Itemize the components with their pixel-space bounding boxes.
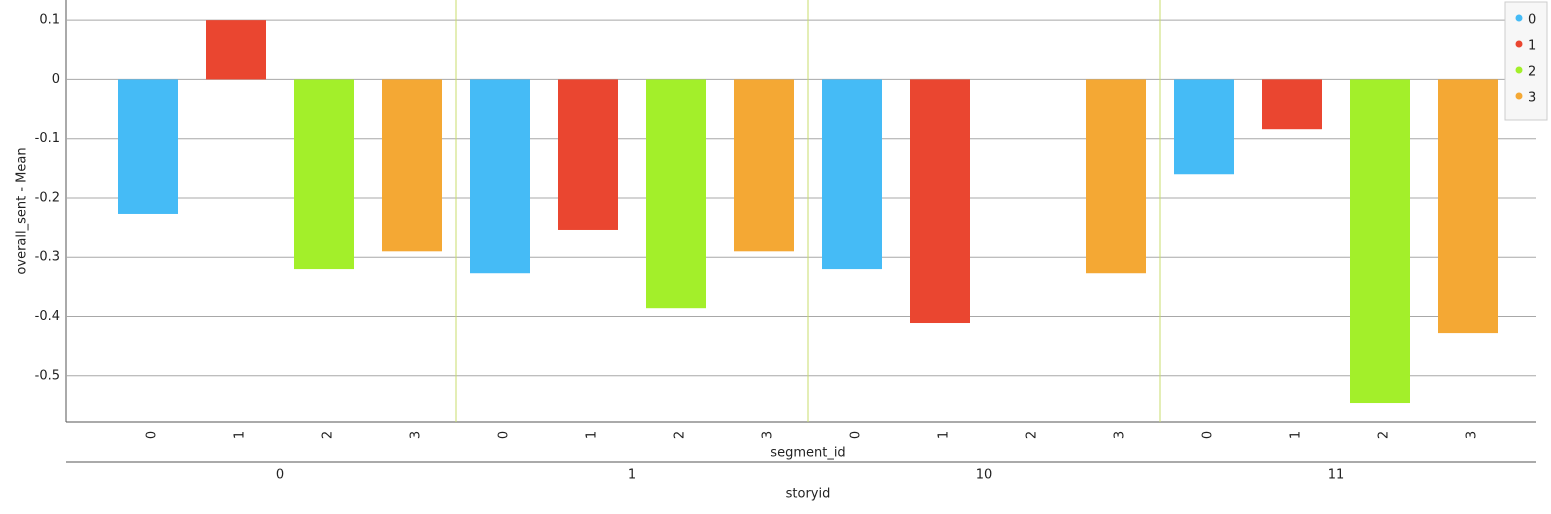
x-tick-label: 3 — [1465, 431, 1480, 439]
group-tick-label: 1 — [628, 468, 636, 483]
legend-label: 2 — [1528, 65, 1536, 80]
x-axis-label: segment_id — [770, 446, 845, 461]
bar — [382, 79, 442, 252]
bar — [1086, 79, 1146, 274]
y-tick-label: -0.1 — [35, 131, 60, 146]
legend-marker — [1515, 40, 1523, 48]
bar — [1438, 79, 1498, 334]
bar — [822, 79, 882, 270]
x-tick-label: 0 — [497, 431, 512, 439]
group-axis-label: storyid — [786, 487, 831, 502]
legend-box — [1504, 1, 1548, 121]
y-tick-label: 0.1 — [39, 13, 60, 28]
legend-marker — [1515, 14, 1523, 22]
x-tick-label: 0 — [1201, 431, 1216, 439]
legend-label: 3 — [1528, 91, 1536, 106]
bar — [734, 79, 794, 252]
x-tick-label: 2 — [673, 431, 688, 439]
legend-marker — [1515, 92, 1523, 100]
y-tick-label: 0 — [52, 72, 60, 87]
x-tick-label: 2 — [321, 431, 336, 439]
legend-marker — [1515, 66, 1523, 74]
x-tick-label: 0 — [145, 431, 160, 439]
x-tick-label: 2 — [1025, 431, 1040, 439]
bar — [470, 79, 530, 274]
legend-label: 1 — [1528, 39, 1536, 54]
y-axis-label: overall_sent - Mean — [15, 147, 30, 274]
y-tick-label: -0.3 — [35, 250, 60, 265]
legend-label: 0 — [1528, 13, 1536, 28]
group-tick-label: 10 — [976, 468, 993, 483]
group-tick-label: 11 — [1328, 468, 1345, 483]
y-tick-label: -0.2 — [35, 190, 60, 205]
x-tick-label: 2 — [1377, 431, 1392, 439]
x-tick-label: 1 — [233, 431, 248, 439]
bar — [1350, 79, 1410, 404]
x-tick-label: 1 — [937, 431, 952, 439]
x-tick-label: 1 — [1289, 431, 1304, 439]
bar — [118, 79, 178, 214]
x-tick-label: 3 — [761, 431, 776, 439]
bar — [1174, 79, 1234, 175]
bar — [1262, 79, 1322, 130]
bar — [558, 79, 618, 230]
y-tick-label: -0.4 — [35, 309, 60, 324]
group-tick-label: 0 — [276, 468, 284, 483]
x-tick-label: 3 — [1113, 431, 1128, 439]
bar — [646, 79, 706, 309]
bar — [910, 79, 970, 324]
x-tick-label: 1 — [585, 431, 600, 439]
bar — [294, 79, 354, 270]
x-tick-label: 3 — [409, 431, 424, 439]
bar — [206, 20, 266, 80]
x-tick-label: 0 — [849, 431, 864, 439]
y-tick-label: -0.5 — [35, 368, 60, 383]
